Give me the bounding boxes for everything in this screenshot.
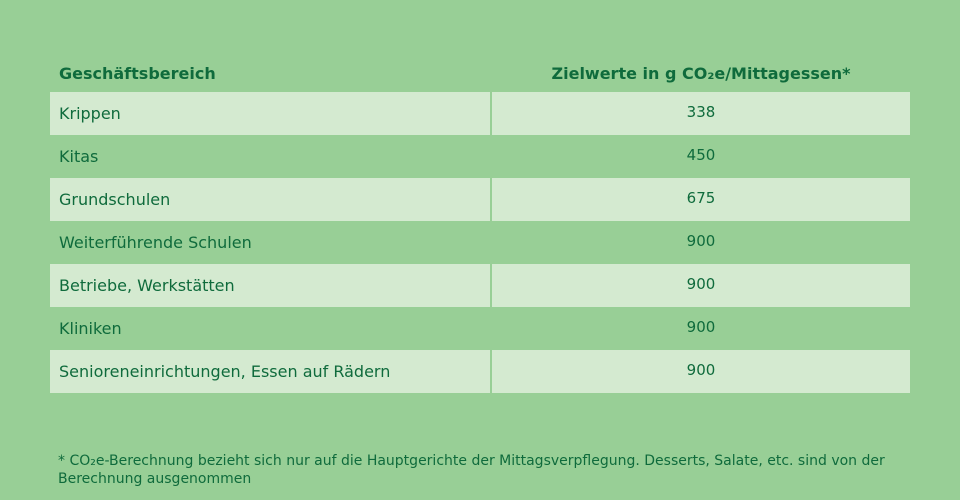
table-row: Betriebe, Werkstätten 900: [50, 264, 910, 307]
row-value: 338: [686, 102, 716, 121]
row-label: Krippen: [50, 92, 492, 135]
header-target-values: Zielwerte in g CO₂e/Mittagessen*: [551, 64, 851, 83]
table-row: Senioreneinrichtungen, Essen auf Rädern …: [50, 350, 910, 393]
row-label: Grundschulen: [50, 178, 492, 221]
table-row: Grundschulen 675: [50, 178, 910, 221]
table-row: Kitas 450: [50, 135, 910, 178]
row-label: Senioreneinrichtungen, Essen auf Rädern: [50, 350, 492, 393]
row-value: 900: [686, 317, 716, 336]
table-row: Weiterführende Schulen 900: [50, 221, 910, 264]
row-label: Kitas: [59, 147, 99, 166]
row-value: 450: [686, 145, 716, 164]
target-values-table: Geschäftsbereich Zielwerte in g CO₂e/Mit…: [50, 55, 910, 393]
row-value: 900: [686, 360, 716, 379]
row-value: 900: [686, 231, 716, 250]
footnote: * CO₂e-Berechnung bezieht sich nur auf d…: [58, 453, 885, 487]
row-label: Kliniken: [59, 319, 122, 338]
table-row: Krippen 338: [50, 92, 910, 135]
row-value: 900: [686, 274, 716, 293]
row-label: Weiterführende Schulen: [59, 233, 252, 252]
header-business-area: Geschäftsbereich: [59, 64, 216, 83]
table-header: Geschäftsbereich Zielwerte in g CO₂e/Mit…: [50, 55, 910, 92]
row-label: Betriebe, Werkstätten: [50, 264, 492, 307]
row-value: 675: [686, 188, 716, 207]
table-row: Kliniken 900: [50, 307, 910, 350]
